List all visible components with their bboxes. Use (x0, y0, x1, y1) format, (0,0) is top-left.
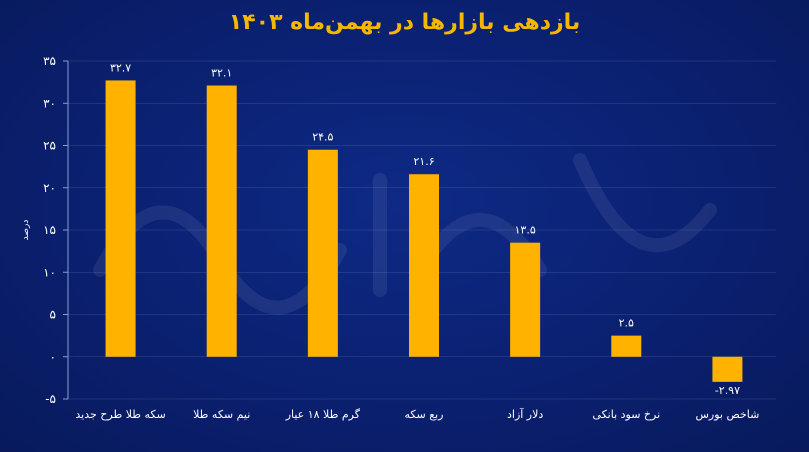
data-label: ۳۲.۷ (110, 61, 131, 74)
y-tick-label: ۱۰ (43, 265, 56, 279)
data-label: ۲۱.۶ (413, 155, 434, 168)
x-tick-label: گرم طلا ۱۸ عیار (285, 408, 361, 421)
y-tick-label: ۰ (50, 350, 56, 364)
data-label: ۱۳.۵ (515, 224, 536, 237)
x-tick-label: دلار آزاد (507, 407, 543, 421)
bar (105, 80, 136, 357)
bar (409, 174, 439, 357)
data-label: ۳۲.۱ (211, 67, 232, 80)
x-tick-label: شاخص بورس (696, 408, 760, 421)
y-tick-label: ۳۰ (43, 96, 56, 110)
x-tick-label: نرخ سود بانکی (592, 408, 660, 421)
data-label: -۲.۹۷ (715, 384, 740, 397)
bar (510, 242, 541, 357)
x-tick-label: ربع سکه (405, 408, 444, 421)
data-label: ۲۴.۵ (312, 131, 333, 144)
y-tick-label: ۲۵ (43, 139, 56, 153)
bar (307, 149, 338, 357)
y-tick-label: -۵ (45, 392, 56, 406)
data-label: ۲.۵ (619, 317, 634, 330)
x-tick-label: نیم سکه طلا (193, 408, 250, 421)
bar (611, 335, 642, 357)
y-tick-label: ۵ (50, 308, 56, 322)
y-axis-label: درصد (21, 220, 31, 241)
bar (206, 85, 237, 357)
y-tick-label: ۱۵ (43, 223, 56, 237)
bar (712, 356, 743, 382)
y-tick-label: ۲۰ (43, 181, 56, 195)
y-tick-label: ۳۵ (43, 54, 56, 68)
chart-title: بازدهی بازارها در بهمن‌ماه ۱۴۰۳ (228, 10, 581, 35)
x-tick-label: سکه طلا طرح جدید (75, 408, 165, 421)
